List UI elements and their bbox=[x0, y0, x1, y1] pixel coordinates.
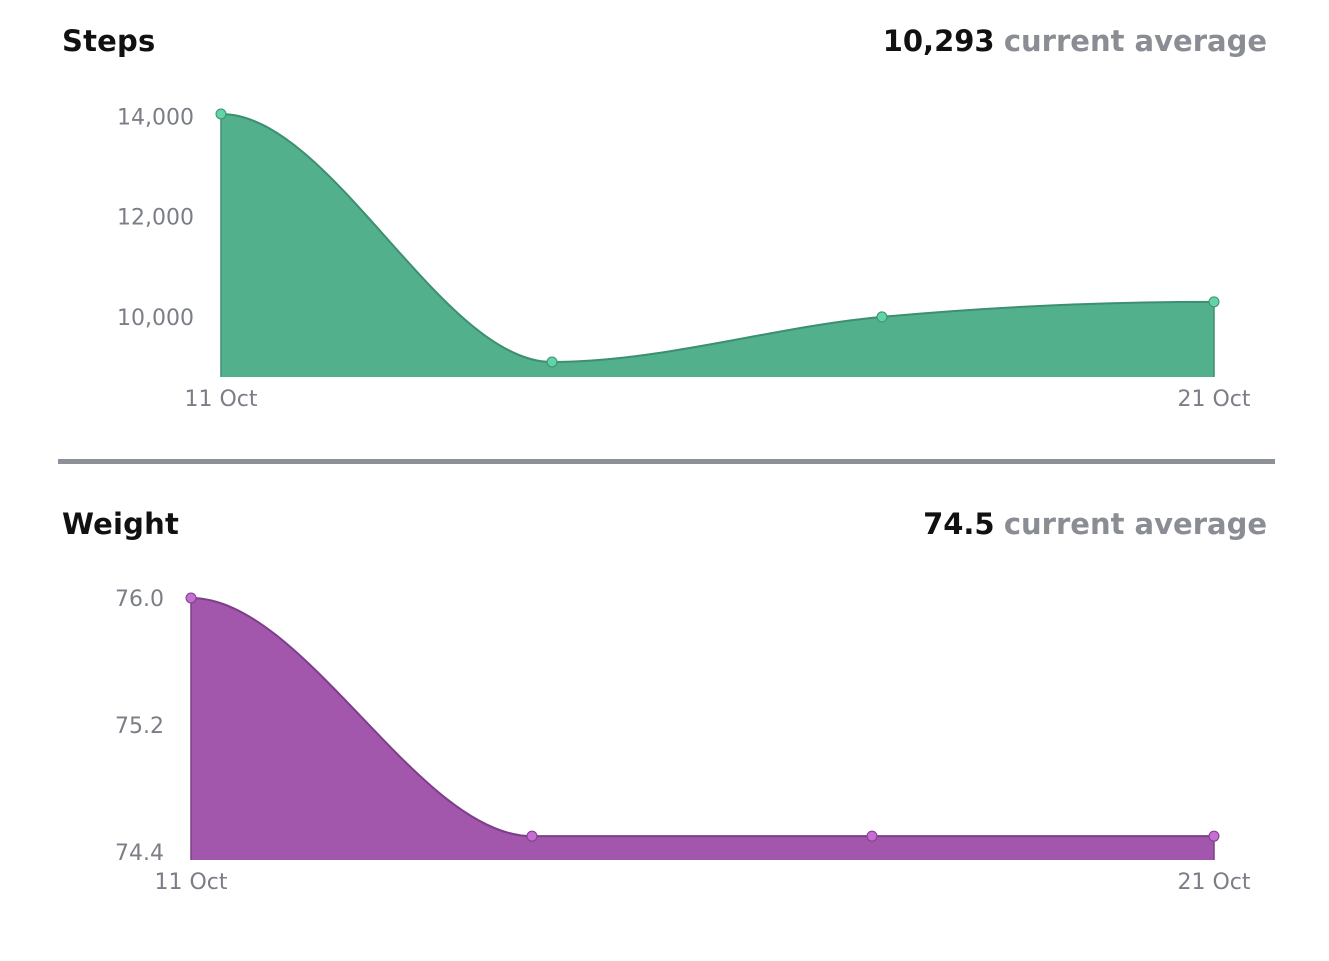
steps-point-3 bbox=[1208, 296, 1220, 308]
steps-y-tick-label: 14,000 bbox=[117, 106, 194, 131]
weight-point-0 bbox=[185, 592, 197, 604]
steps-y-tick-label: 10,000 bbox=[117, 306, 194, 331]
steps-point-1 bbox=[546, 356, 558, 368]
section-divider bbox=[58, 459, 1275, 464]
steps-average-label: current average bbox=[1003, 24, 1267, 58]
steps-average-value: 10,293 bbox=[882, 24, 995, 58]
weight-header: Weight 74.5 current average bbox=[62, 507, 1267, 547]
weight-point-1 bbox=[526, 830, 538, 842]
weight-x-tick-label: 11 Oct bbox=[154, 870, 227, 895]
steps-header: Steps 10,293 current average bbox=[62, 24, 1267, 64]
weight-line bbox=[190, 597, 1214, 838]
weight-area bbox=[191, 598, 1214, 860]
weight-average-value: 74.5 bbox=[923, 507, 995, 541]
weight-title: Weight bbox=[62, 507, 180, 541]
weight-x-tick-label: 21 Oct bbox=[1177, 870, 1250, 895]
steps-x-tick-label: 11 Oct bbox=[184, 387, 257, 412]
weight-point-2 bbox=[866, 830, 878, 842]
weight-point-3 bbox=[1208, 830, 1220, 842]
weight-y-tick-label: 75.2 bbox=[115, 714, 164, 739]
weight-y-tick-label: 74.4 bbox=[115, 841, 164, 866]
steps-line bbox=[220, 113, 1215, 363]
steps-summary: 10,293 current average bbox=[883, 24, 1267, 58]
weight-y-tick-label: 76.0 bbox=[115, 587, 164, 612]
steps-title: Steps bbox=[62, 24, 156, 58]
weight-chart: 74.4 75.2 76.0 11 Oct 21 Oct bbox=[115, 587, 1251, 895]
steps-x-tick-label: 21 Oct bbox=[1177, 387, 1250, 412]
steps-panel: Steps 10,293 current average 10,000 12,00… bbox=[0, 24, 1329, 444]
steps-y-tick-label: 12,000 bbox=[117, 206, 194, 231]
weight-summary: 74.5 current average bbox=[923, 507, 1267, 541]
steps-point-0 bbox=[215, 108, 227, 120]
steps-chart: 10,000 12,000 14,000 11 Oct 21 Oct bbox=[117, 106, 1251, 412]
weight-average-label: current average bbox=[1003, 507, 1267, 541]
weight-panel: Weight 74.5 current average 74.4 75.2 76.0… bbox=[0, 507, 1329, 927]
steps-point-2 bbox=[876, 311, 888, 323]
steps-area bbox=[221, 114, 1214, 377]
